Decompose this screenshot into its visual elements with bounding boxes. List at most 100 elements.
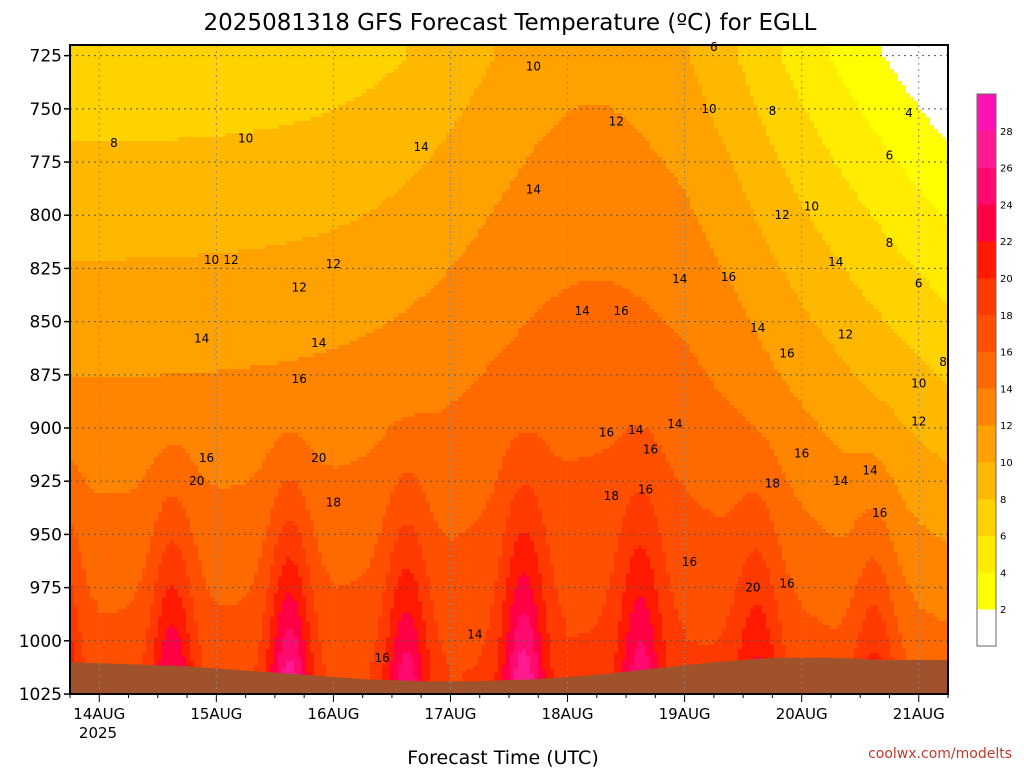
contour-label: 18 — [326, 495, 341, 509]
colorbar-swatch — [977, 572, 996, 609]
contour-label: 6 — [915, 276, 923, 290]
y-tick-label: 875 — [30, 366, 62, 386]
colorbar-swatch — [977, 352, 996, 389]
x-tick-label: 15AUG — [190, 705, 242, 723]
colorbar-tick-label: 20 — [1000, 274, 1013, 285]
contour-label: 12 — [223, 253, 238, 267]
contour-label: 16 — [794, 447, 809, 461]
contour-label: 8 — [110, 136, 118, 150]
colorbar-swatch — [977, 499, 996, 536]
colorbar-swatch — [977, 241, 996, 278]
contour-label: 18 — [604, 489, 619, 503]
contour-label: 14 — [194, 332, 209, 346]
x-tick-label: 20AUG — [776, 705, 828, 723]
contour-label: 14 — [750, 321, 765, 335]
colorbar-tick-label: 18 — [1000, 311, 1013, 322]
contour-label: 10 — [911, 376, 926, 390]
y-tick-label: 800 — [30, 206, 62, 226]
y-tick-label: 925 — [30, 472, 62, 492]
contour-label: 14 — [628, 423, 643, 437]
contour-label: 20 — [311, 451, 326, 465]
colorbar-tick-label: 22 — [1000, 237, 1013, 248]
x-axis-title: Forecast Time (UTC) — [407, 747, 598, 768]
contour-label: 8 — [939, 355, 947, 369]
contour-label: 20 — [189, 474, 204, 488]
contour-label: 6 — [710, 40, 718, 54]
chart-title: 2025081318 GFS Forecast Temperature (ºC)… — [204, 10, 817, 36]
contour-label: 14 — [667, 417, 682, 431]
contour-label: 16 — [779, 576, 794, 590]
y-tick-label: 725 — [30, 47, 62, 67]
contour-label: 14 — [833, 474, 848, 488]
y-tick-label: 775 — [30, 153, 62, 173]
contour-label: 12 — [775, 208, 790, 222]
colorbar-swatch — [977, 131, 996, 168]
contour-label: 10 — [804, 200, 819, 214]
colorbar-swatch — [977, 388, 996, 425]
contour-label: 8 — [886, 236, 894, 250]
colorbar-tick-label: 14 — [1000, 384, 1013, 395]
x-tick-label: 17AUG — [424, 705, 476, 723]
colorbar-swatch — [977, 536, 996, 573]
contour-label: 16 — [682, 555, 697, 569]
y-tick-label: 1000 — [19, 632, 62, 652]
contour-label: 10 — [238, 132, 253, 146]
contour-label: 14 — [672, 272, 687, 286]
y-tick-label: 1025 — [19, 685, 62, 705]
y-axis: 7257507758008258508759009259509751000102… — [19, 47, 70, 705]
contour-label: 8 — [769, 104, 777, 118]
colorbar-tick-label: 24 — [1000, 200, 1013, 211]
contour-label: 16 — [638, 483, 653, 497]
contour-label: 16 — [375, 651, 390, 665]
colorbar-swatch — [977, 94, 996, 131]
contour-label: 14 — [828, 255, 843, 269]
colorbar-swatch — [977, 278, 996, 315]
contour-label: 14 — [414, 140, 429, 154]
colorbar-tick-label: 26 — [1000, 164, 1013, 175]
y-tick-label: 950 — [30, 525, 62, 545]
contour-label: 12 — [838, 327, 853, 341]
colorbar-tick-label: 4 — [1000, 568, 1006, 579]
contour-label: 10 — [204, 253, 219, 267]
contour-label: 20 — [745, 581, 760, 595]
x-tick-label: 19AUG — [659, 705, 711, 723]
contour-label: 12 — [326, 257, 341, 271]
contour-label: 12 — [292, 281, 307, 295]
temperature-field — [70, 45, 951, 698]
contour-label: 16 — [199, 451, 214, 465]
x-axis: 14AUG 15AUG 16AUG 17AUG 18AUG 19AUG 20AUG 21AUG — [70, 694, 948, 723]
y-tick-label: 975 — [30, 579, 62, 599]
colorbar-swatch — [977, 425, 996, 462]
x-tick-label: 16AUG — [307, 705, 359, 723]
contour-label: 10 — [526, 59, 541, 73]
contour-label: 16 — [599, 425, 614, 439]
contour-label: 16 — [779, 347, 794, 361]
colorbar-tick-label: 10 — [1000, 458, 1013, 469]
contour-label: 16 — [872, 506, 887, 520]
x-tick-label: 18AUG — [542, 705, 594, 723]
contour-label: 14 — [575, 304, 590, 318]
colorbar-tick-label: 28 — [1000, 127, 1013, 138]
x-tick-label: 14AUG — [73, 705, 125, 723]
contour-label: 14 — [862, 464, 877, 478]
colorbar-swatch — [977, 204, 996, 241]
contour-label: 6 — [886, 149, 894, 163]
colorbar-tick-label: 12 — [1000, 421, 1013, 432]
x-tick-label: 21AUG — [893, 705, 945, 723]
x-year-label: 2025 — [79, 724, 117, 742]
colorbar-swatch — [977, 168, 996, 205]
y-tick-label: 900 — [30, 419, 62, 439]
contour-label: 4 — [905, 106, 913, 120]
contour-label: 18 — [765, 476, 780, 490]
y-tick-label: 825 — [30, 259, 62, 279]
contour-label: 16 — [614, 304, 629, 318]
contour-label: 16 — [292, 372, 307, 386]
credit-text: coolwx.com/modelts — [868, 746, 1012, 762]
colorbar-swatch — [977, 609, 996, 646]
colorbar-swatch — [977, 315, 996, 352]
colorbar-tick-label: 8 — [1000, 495, 1006, 506]
contour-label: 16 — [643, 442, 658, 456]
contour-label: 12 — [911, 415, 926, 429]
y-tick-label: 850 — [30, 313, 62, 333]
